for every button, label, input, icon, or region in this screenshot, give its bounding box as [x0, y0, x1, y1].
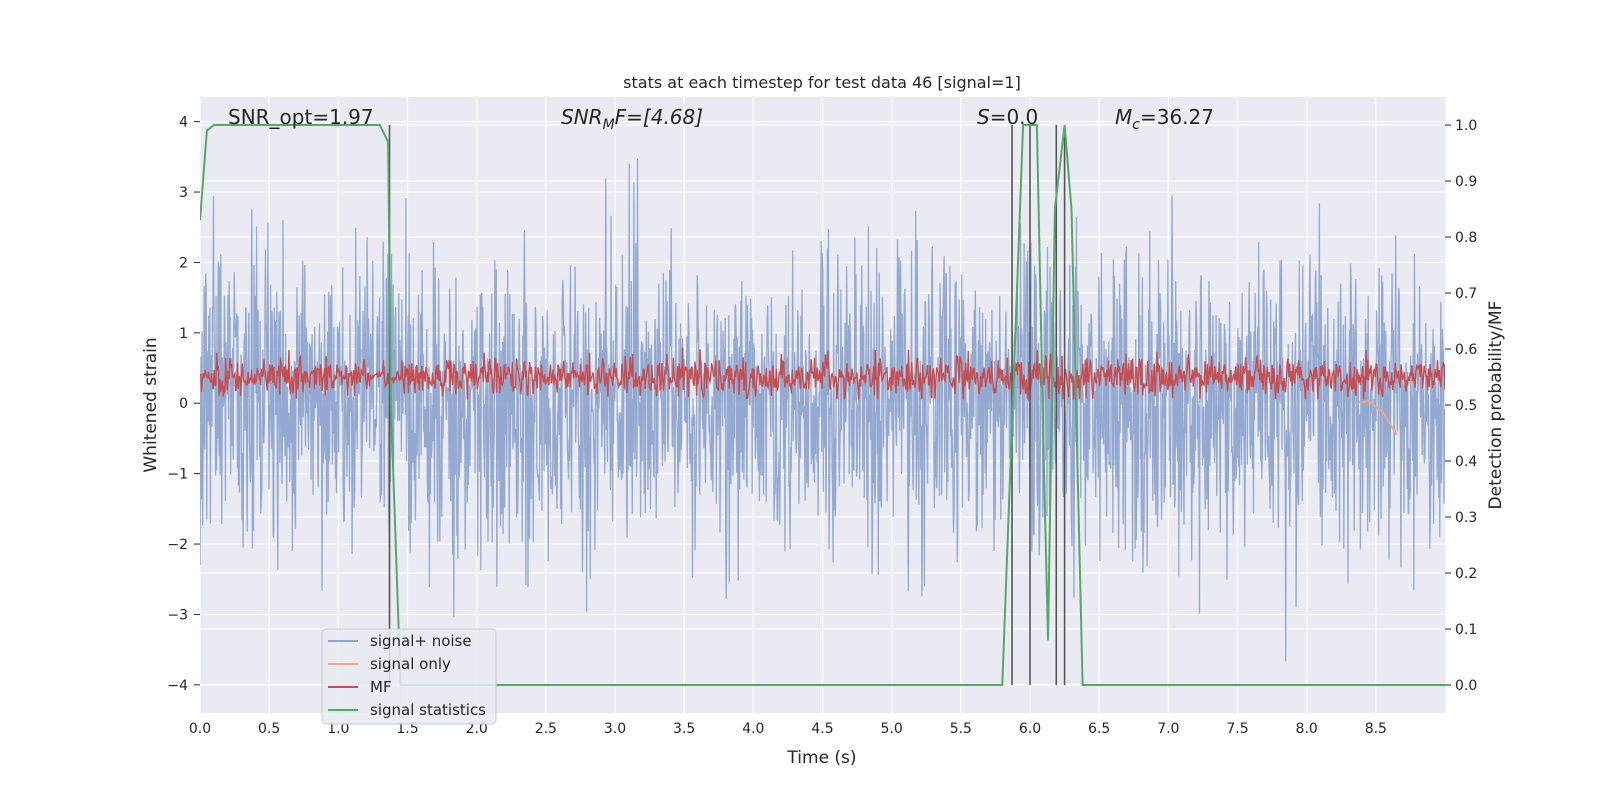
- annotation-snr-mf: SNRMF=[4.68]: [561, 105, 703, 133]
- y-tick-label: 3: [179, 185, 188, 201]
- y-axis-ticks: −4 −3 −2 −1 0 1 2 3 4: [167, 115, 200, 694]
- annotation-mc: Mc=36.27: [1115, 105, 1214, 133]
- x-axis-ticks: 0.0 0.5 1.0 1.5 2.0 2.5 3.0 3.5 4.0 4.5 5.0 5.5 6.0 6…: [189, 721, 1387, 737]
- legend: signal+ noise signal only MF signal stat…: [321, 628, 497, 725]
- x-tick-label: 1.5: [396, 721, 418, 737]
- x-tick-label: 1.0: [327, 721, 349, 737]
- y2-tick-label: 0.2: [1455, 566, 1477, 582]
- x-tick-label: 7.5: [1226, 721, 1248, 737]
- y2-axis-label: Detection probability/MF: [1486, 301, 1506, 510]
- y-tick-label: −4: [167, 678, 188, 694]
- signal-only-line: [1354, 400, 1398, 436]
- y2-tick-label: 0.0: [1455, 678, 1477, 694]
- annotation-s: S=0.0: [977, 105, 1038, 129]
- signal-only-series: [1354, 400, 1398, 436]
- x-tick-label: 3.0: [604, 721, 626, 737]
- y-tick-label: 0: [179, 396, 188, 412]
- mf-line: [200, 347, 1445, 402]
- x-tick-label: 4.0: [742, 721, 764, 737]
- y-tick-label: 1: [179, 326, 188, 342]
- chart-title: stats at each timestep for test data 46 …: [623, 73, 1021, 92]
- x-tick-label: 6.0: [1019, 721, 1041, 737]
- y2-tick-label: 0.7: [1455, 286, 1477, 302]
- y2-tick-label: 0.3: [1455, 510, 1477, 526]
- x-axis-label: Time (s): [786, 748, 856, 768]
- x-tick-label: 5.5: [950, 721, 972, 737]
- x-tick-label: 4.5: [811, 721, 833, 737]
- signal-statistics-series: [200, 124, 1445, 686]
- y-tick-label: 2: [179, 255, 188, 271]
- y-tick-label: −1: [167, 467, 188, 483]
- legend-label-mf: MF: [370, 678, 392, 696]
- y2-axis-ticks: 0.0 0.1 0.2 0.3 0.4 0.5 0.6 0.7 0.8 0.9 1.0: [1445, 118, 1477, 694]
- x-tick-label: 2.0: [466, 721, 488, 737]
- annotation-snr-opt: SNR_opt=1.97: [228, 105, 374, 129]
- y2-tick-label: 1.0: [1455, 118, 1477, 134]
- y-axis-label: Whitened strain: [141, 337, 161, 472]
- x-tick-label: 3.5: [673, 721, 695, 737]
- y2-tick-label: 0.5: [1455, 398, 1477, 414]
- y-tick-label: −2: [167, 537, 188, 553]
- x-tick-label: 6.5: [1088, 721, 1110, 737]
- legend-label-signal-statistics: signal statistics: [370, 701, 486, 719]
- x-tick-label: 0.5: [258, 721, 280, 737]
- y-tick-label: −3: [167, 607, 188, 623]
- legend-box: [321, 628, 497, 725]
- y2-tick-label: 0.9: [1455, 174, 1477, 190]
- y-tick-label: 4: [179, 115, 188, 131]
- y2-tick-label: 0.8: [1455, 230, 1477, 246]
- x-tick-label: 5.0: [881, 721, 903, 737]
- x-tick-label: 8.0: [1296, 721, 1318, 737]
- x-tick-label: 8.5: [1365, 721, 1387, 737]
- y2-tick-label: 0.4: [1455, 454, 1477, 470]
- x-tick-label: 2.5: [535, 721, 557, 737]
- y2-tick-label: 0.6: [1455, 342, 1477, 358]
- x-tick-label: 0.0: [189, 721, 211, 737]
- y2-tick-label: 0.1: [1455, 622, 1477, 638]
- mf-series: [200, 347, 1445, 402]
- legend-label-signal-only: signal only: [370, 655, 451, 673]
- signal-statistics-line: [200, 124, 1445, 686]
- legend-label-signal-noise: signal+ noise: [370, 632, 472, 650]
- x-tick-label: 7.0: [1157, 721, 1179, 737]
